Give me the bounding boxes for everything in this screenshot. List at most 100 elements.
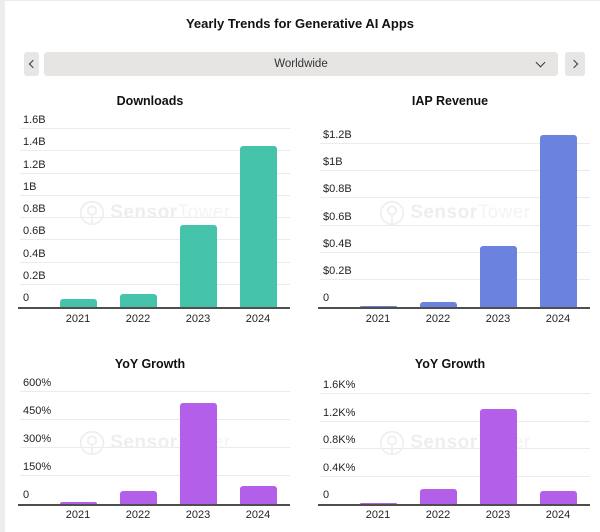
bar-slot xyxy=(168,117,228,307)
chart-iap-revenue: IAP Revenue 0 $0.2B $0.4B $0.6B $0.8B $1B $1.2… xyxy=(300,87,600,331)
bar-2022[interactable] xyxy=(419,301,457,307)
bar-2022[interactable] xyxy=(119,293,157,307)
x-axis-line xyxy=(318,504,590,506)
x-tick-label: 2023 xyxy=(485,313,511,325)
chevron-right-icon xyxy=(569,59,579,69)
region-dropdown[interactable]: Worldwide xyxy=(44,52,558,76)
gridline xyxy=(20,239,290,241)
y-tick-label: 1.4B xyxy=(23,136,46,149)
page-left-edge xyxy=(0,1,5,532)
gridline xyxy=(20,446,290,448)
gridline xyxy=(320,143,590,145)
bar-2024[interactable] xyxy=(539,490,577,504)
bar-2023[interactable] xyxy=(479,409,517,504)
y-tick-label: 1.2B xyxy=(23,158,46,171)
x-tick-label: 2023 xyxy=(185,313,211,325)
x-tick-label: 2023 xyxy=(485,509,511,521)
x-tick-label: 2022 xyxy=(425,313,451,325)
y-tick-label: 300% xyxy=(23,432,52,445)
bar-2024[interactable] xyxy=(239,486,277,504)
plot-area: 00.4K%0.8K%1.2K%1.6K%SensorTower xyxy=(300,379,600,506)
bars-container xyxy=(48,379,288,504)
x-axis-line xyxy=(318,307,590,309)
gridline xyxy=(20,172,290,174)
bar-2021[interactable] xyxy=(359,502,397,504)
y-tick-label: 1.6K% xyxy=(323,379,356,392)
bar-slot xyxy=(468,379,528,504)
gridline xyxy=(20,418,290,420)
bar-slot xyxy=(408,379,468,504)
y-tick-label: 0.4K% xyxy=(323,461,356,474)
chart-yoy-growth-downloads: YoY Growth 0150%300%450%600%SensorTower … xyxy=(0,331,300,532)
prev-region-button[interactable] xyxy=(24,52,39,76)
gridline xyxy=(320,170,590,172)
y-tick-label: 1B xyxy=(23,180,37,193)
x-axis-line xyxy=(18,307,290,309)
y-tick-label: 0 xyxy=(323,292,330,304)
y-tick-label: 0.8B xyxy=(23,203,46,216)
bar-slot xyxy=(348,379,408,504)
x-tick-label: 2021 xyxy=(65,313,91,325)
y-tick-label: 0.4B xyxy=(23,247,46,260)
y-tick-label: 600% xyxy=(23,376,52,389)
bar-slot xyxy=(528,117,588,307)
chart-yoy-growth-revenue: YoY Growth 00.4K%0.8K%1.2K%1.6K%SensorTo… xyxy=(300,331,600,532)
gridline xyxy=(320,448,590,450)
bar-2023[interactable] xyxy=(179,224,217,307)
gridline xyxy=(20,194,290,196)
bar-slot xyxy=(528,379,588,504)
bar-2024[interactable] xyxy=(239,145,277,307)
bar-2023[interactable] xyxy=(179,402,217,504)
gridline xyxy=(20,474,290,476)
chart-downloads: Downloads 0 0.2B 0.4B 0.6B 0.8B 1B 1.2B 1.4B 1.6… xyxy=(0,87,300,331)
x-tick-label: 2022 xyxy=(125,313,151,325)
bar-slot xyxy=(108,379,168,504)
next-region-button[interactable] xyxy=(565,52,585,76)
x-axis-line xyxy=(18,504,290,506)
y-tick-label: 0.2B xyxy=(23,269,46,282)
y-tick-label: 0.6B xyxy=(23,225,46,238)
y-tick-label: $0.8B xyxy=(323,183,352,196)
x-tick-label: 2021 xyxy=(65,509,91,521)
gridline xyxy=(20,283,290,285)
x-tick-label: 2021 xyxy=(365,313,391,325)
bar-2024[interactable] xyxy=(539,134,577,307)
gridline xyxy=(20,217,290,219)
bar-slot xyxy=(468,117,528,307)
y-tick-label: $1.2B xyxy=(323,129,352,142)
y-tick-label: 1.2K% xyxy=(323,406,356,419)
plot-area: 0 $0.2B $0.4B $0.6B $0.8B $1B $1.2B SensorTower xyxy=(300,117,600,309)
bar-2021[interactable] xyxy=(59,502,97,504)
bar-slot xyxy=(108,117,168,307)
y-tick-label: $1B xyxy=(323,156,343,169)
bars-container xyxy=(348,117,588,307)
bar-slot xyxy=(228,379,288,504)
x-tick-label: 2024 xyxy=(245,509,271,521)
gridline xyxy=(20,390,290,392)
bar-2023[interactable] xyxy=(479,245,517,307)
x-tick-label: 2024 xyxy=(245,313,271,325)
bar-2022[interactable] xyxy=(419,489,457,504)
x-axis-labels: 2021 2022 2023 2024 xyxy=(48,313,288,325)
y-tick-label: 150% xyxy=(23,460,52,473)
gridline xyxy=(20,261,290,263)
y-tick-label: $0.4B xyxy=(323,237,352,250)
x-tick-label: 2024 xyxy=(545,509,571,521)
bar-slot xyxy=(408,117,468,307)
x-tick-label: 2023 xyxy=(185,509,211,521)
gridline xyxy=(320,420,590,422)
y-tick-label: 0.8K% xyxy=(323,434,356,447)
bar-2021[interactable] xyxy=(359,305,397,307)
bar-slot xyxy=(168,379,228,504)
chevron-down-icon xyxy=(535,57,546,68)
bar-2022[interactable] xyxy=(119,490,157,504)
bar-2021[interactable] xyxy=(59,299,97,307)
bar-slot xyxy=(48,379,108,504)
gridline xyxy=(320,197,590,199)
page-title: Yearly Trends for Generative AI Apps xyxy=(185,16,415,31)
gridline xyxy=(20,150,290,152)
y-tick-label: 450% xyxy=(23,404,52,417)
gridline xyxy=(320,475,590,477)
gridline xyxy=(320,278,590,280)
